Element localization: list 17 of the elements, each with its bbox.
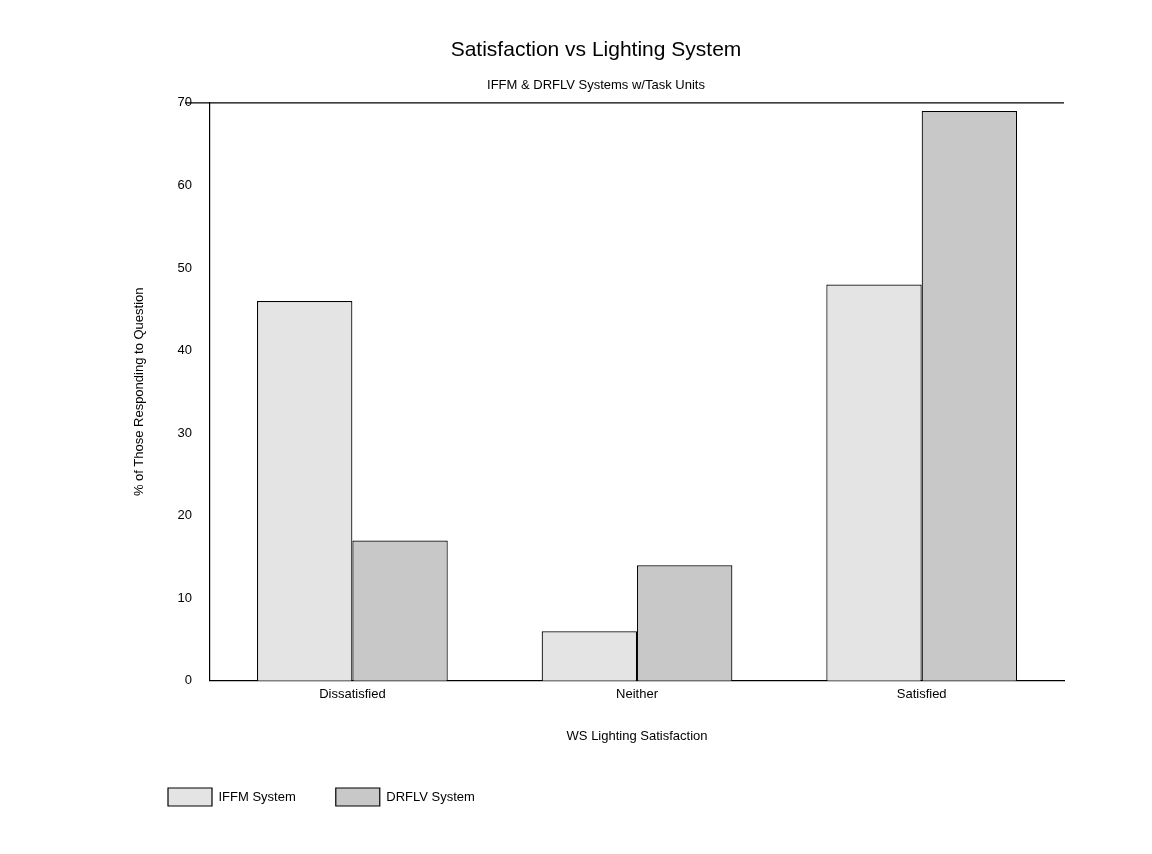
x-axis-title: WS Lighting Satisfaction xyxy=(566,727,708,743)
y-tick-label: 10 xyxy=(177,589,193,605)
y-tick-label: 30 xyxy=(177,424,193,440)
y-tick-label: 70 xyxy=(177,94,193,110)
x-tick-label: Dissatisfied xyxy=(319,686,386,702)
y-tick-label: 50 xyxy=(177,259,193,275)
x-tick-label: Satisfied xyxy=(896,686,947,702)
y-axis-title: % of Those Responding to Question xyxy=(131,287,147,497)
chart-title: Satisfaction vs Lighting System xyxy=(450,37,742,61)
legend-label: IFFM System xyxy=(218,788,296,804)
y-tick-label: 40 xyxy=(177,342,193,358)
legend-label: DRFLV System xyxy=(386,788,475,804)
y-tick-label: 60 xyxy=(177,176,193,192)
x-tick-label: Neither xyxy=(616,686,659,702)
y-tick-label: 0 xyxy=(184,672,193,688)
y-tick-label: 20 xyxy=(177,507,193,523)
chart-subtitle: IFFM & DRFLV Systems w/Task Units xyxy=(487,76,706,92)
